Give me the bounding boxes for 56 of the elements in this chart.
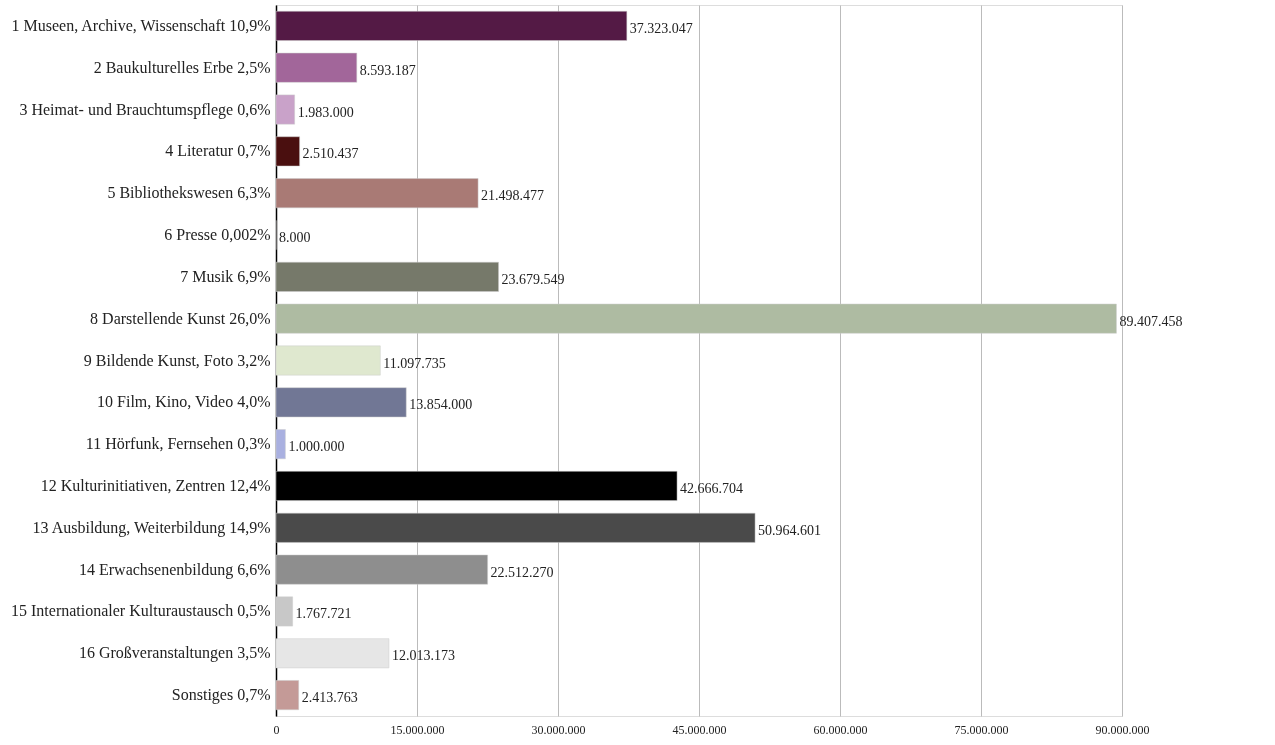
data-label: 1.767.721	[295, 606, 352, 622]
y-tick-label: 14 Erwachsenenbildung 6,6%	[78, 560, 271, 579]
data-label: 37.323.047	[629, 20, 693, 36]
data-label: 2.510.437	[302, 146, 359, 162]
x-tick-label: 75.000.000	[954, 722, 1009, 737]
y-tick-label: 16 Großveranstaltungen 3,5%	[78, 644, 271, 663]
x-tick-label: 60.000.000	[813, 722, 868, 737]
data-label: 8.000	[279, 230, 311, 246]
y-tick-label: Sonstiges 0,7%	[171, 686, 271, 705]
y-tick-label: 15 Internationaler Kulturaustausch 0,5%	[11, 602, 271, 620]
data-label: 8.593.187	[359, 62, 416, 78]
x-tick-label: 90.000.000	[1095, 722, 1150, 737]
y-tick-label: 8 Darstellende Kunst 26,0%	[90, 309, 271, 327]
bar	[275, 429, 286, 460]
y-tick-label: 2 Baukulturelles Erbe 2,5%	[93, 58, 271, 76]
y-tick-label: 1 Museen, Archive, Wissenschaft 10,9%	[11, 16, 271, 34]
x-tick-label: 15.000.000	[390, 722, 445, 737]
bar	[275, 345, 381, 376]
x-tick-label: 30.000.000	[531, 722, 586, 737]
y-tick-label: 4 Literatur 0,7%	[165, 142, 271, 160]
bar	[275, 52, 358, 83]
y-tick-label: 5 Bibliothekswesen 6,3%	[107, 184, 271, 202]
data-label: 13.854.000	[409, 397, 473, 413]
y-tick-label: 13 Ausbildung, Weiterbildung 14,9%	[32, 518, 271, 537]
x-tick-label: 45.000.000	[672, 722, 727, 737]
data-label: 11.097.735	[383, 355, 446, 371]
bar	[275, 554, 488, 585]
data-label: 23.679.549	[501, 271, 565, 287]
data-label: 1.983.000	[297, 104, 354, 120]
y-tick-label: 3 Heimat- und Brauchtumspflege 0,6%	[19, 100, 271, 119]
y-tick-label: 10 Film, Kino, Video 4,0%	[97, 393, 271, 411]
bar	[275, 261, 499, 292]
data-label: 89.407.458	[1119, 313, 1183, 329]
bar	[275, 680, 299, 710]
y-tick-label: 9 Bildende Kunst, Foto 3,2%	[83, 351, 271, 369]
data-label: 42.666.704	[680, 480, 744, 496]
y-tick-label: 6 Presse 0,002%	[164, 226, 271, 244]
data-label: 12.013.173	[391, 648, 455, 664]
bar	[275, 387, 407, 418]
bar	[275, 11, 628, 41]
bar	[275, 638, 390, 669]
bar	[275, 136, 300, 167]
y-tick-label: 12 Kulturinitiativen, Zentren 12,4%	[40, 476, 271, 494]
y-tick-label: 11 Hörfunk, Fernsehen 0,3%	[85, 435, 271, 453]
data-label: 1.000.000	[288, 439, 345, 455]
data-label: 21.498.477	[481, 188, 545, 204]
bar	[275, 303, 1117, 334]
data-label: 22.512.270	[490, 564, 554, 580]
data-label: 2.413.763	[301, 690, 358, 706]
x-tick-label: 0	[273, 722, 280, 737]
bar	[275, 512, 756, 543]
data-label: 50.964.601	[758, 522, 822, 538]
y-tick-label: 7 Musik 6,9%	[180, 267, 271, 285]
bar	[275, 94, 295, 125]
bar	[275, 178, 479, 209]
bar	[275, 596, 293, 627]
